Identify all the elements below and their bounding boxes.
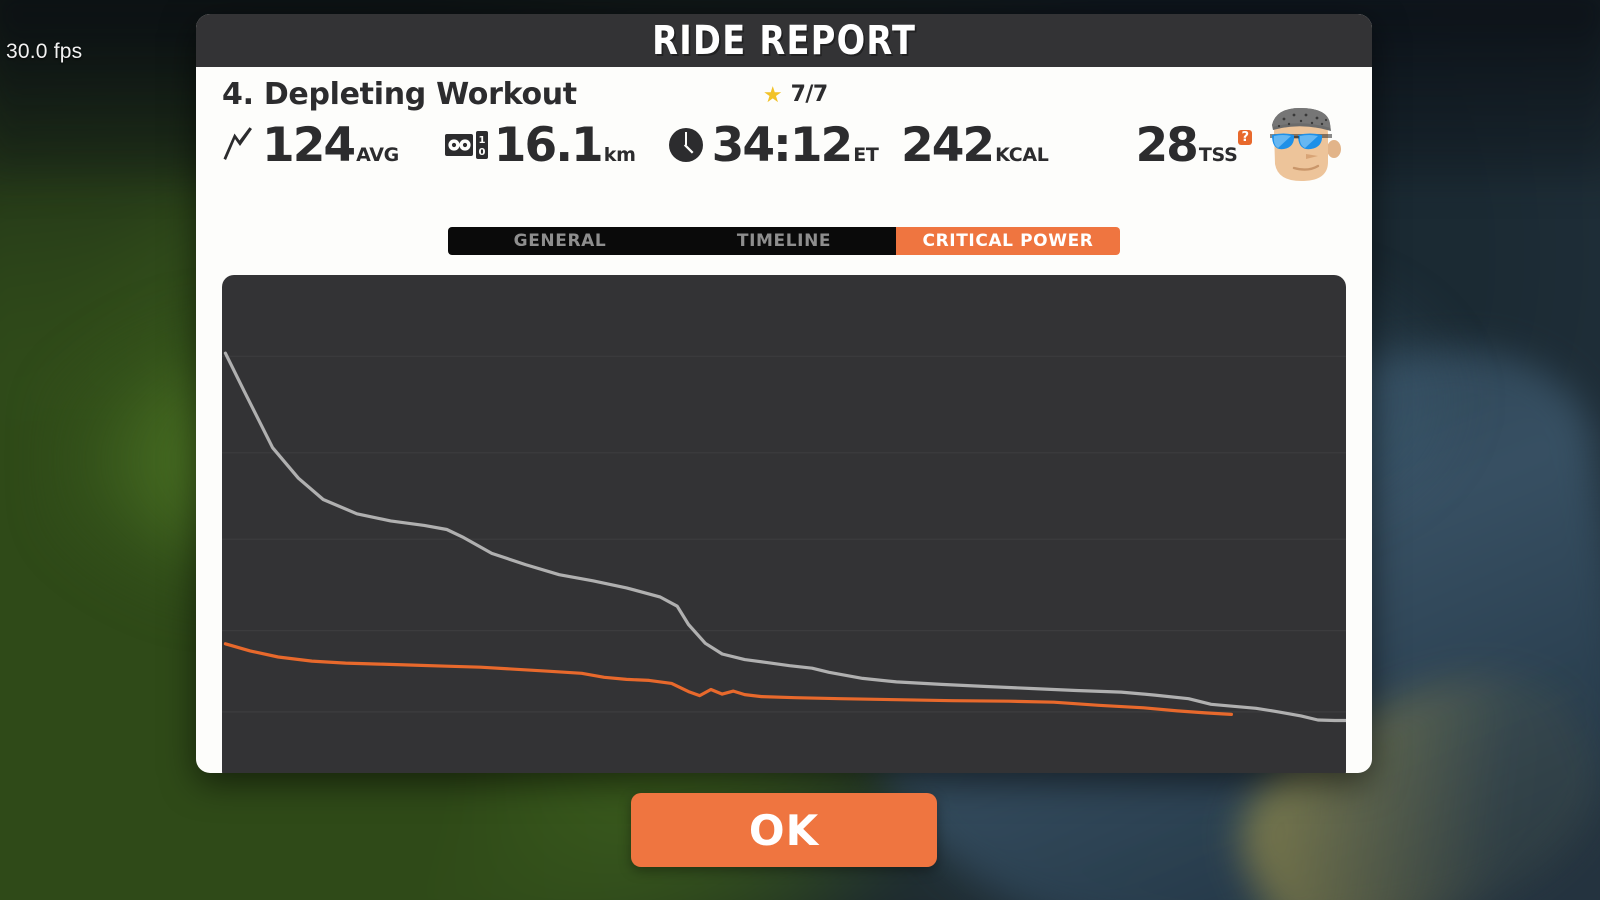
stat-elapsed-time: 34:12 ET bbox=[664, 122, 879, 169]
svg-text:1: 1 bbox=[478, 135, 485, 146]
tab-timeline[interactable]: TIMELINE bbox=[672, 227, 896, 255]
dialog-body: 4. Depleting Workout ★ 7/7 124 AVG bbox=[196, 67, 1372, 773]
stat-tss-unit: TSS bbox=[1198, 143, 1238, 166]
odometer-icon: 1 0 bbox=[444, 128, 490, 162]
lightning-icon bbox=[222, 126, 258, 164]
stat-calories: 242 KCAL bbox=[901, 122, 1049, 169]
stat-avg-power-value: 124 bbox=[262, 117, 356, 173]
stat-tss-value: 28 bbox=[1135, 117, 1198, 173]
tss-help-badge[interactable]: ? bbox=[1238, 129, 1252, 145]
rider-avatar bbox=[1254, 102, 1346, 188]
stat-calories-value: 242 bbox=[901, 117, 995, 173]
ok-button[interactable]: OK bbox=[631, 793, 937, 867]
stats-row: 124 AVG 1 0 16.1 km bbox=[222, 108, 1346, 182]
clock-icon bbox=[664, 123, 708, 167]
ride-report-dialog: RIDE REPORT 4. Depleting Workout ★ 7/7 1… bbox=[196, 14, 1372, 773]
header-row: 4. Depleting Workout ★ 7/7 bbox=[222, 67, 1346, 112]
tab-general[interactable]: GENERAL bbox=[448, 227, 672, 255]
ok-button-label: OK bbox=[748, 805, 820, 855]
fps-counter: 30.0 fps bbox=[6, 40, 83, 63]
stat-elapsed-time-value: 34:12 bbox=[711, 117, 854, 173]
star-count-label: 7/7 bbox=[790, 82, 829, 107]
svg-text:0: 0 bbox=[478, 147, 485, 158]
stat-avg-power: 124 AVG bbox=[222, 122, 399, 169]
chart-plot-area[interactable] bbox=[222, 275, 1346, 773]
tab-critical-power[interactable]: CRITICAL POWER bbox=[896, 227, 1120, 255]
critical-power-chart: 1515301:005:0010:0020:0030:001:00:002:00… bbox=[222, 275, 1346, 773]
stat-distance: 1 0 16.1 km bbox=[444, 122, 636, 169]
stat-tss: 28 TSS ? bbox=[1135, 122, 1252, 169]
stat-calories-unit: KCAL bbox=[995, 143, 1049, 166]
star-icon: ★ bbox=[762, 81, 783, 107]
stat-distance-value: 16.1 bbox=[493, 117, 604, 173]
workout-title: 4. Depleting Workout bbox=[222, 77, 577, 112]
tab-strip: GENERAL TIMELINE CRITICAL POWER bbox=[448, 227, 1120, 255]
stat-avg-power-unit: AVG bbox=[356, 143, 399, 166]
star-rating: ★ 7/7 bbox=[763, 77, 828, 107]
stat-distance-unit: km bbox=[603, 143, 636, 166]
chart-svg bbox=[222, 351, 1346, 723]
dialog-title: RIDE REPORT bbox=[651, 17, 917, 64]
report-tabs: GENERAL TIMELINE CRITICAL POWER bbox=[196, 227, 1372, 255]
stat-elapsed-time-unit: ET bbox=[853, 143, 879, 166]
dialog-titlebar: RIDE REPORT bbox=[196, 14, 1372, 67]
